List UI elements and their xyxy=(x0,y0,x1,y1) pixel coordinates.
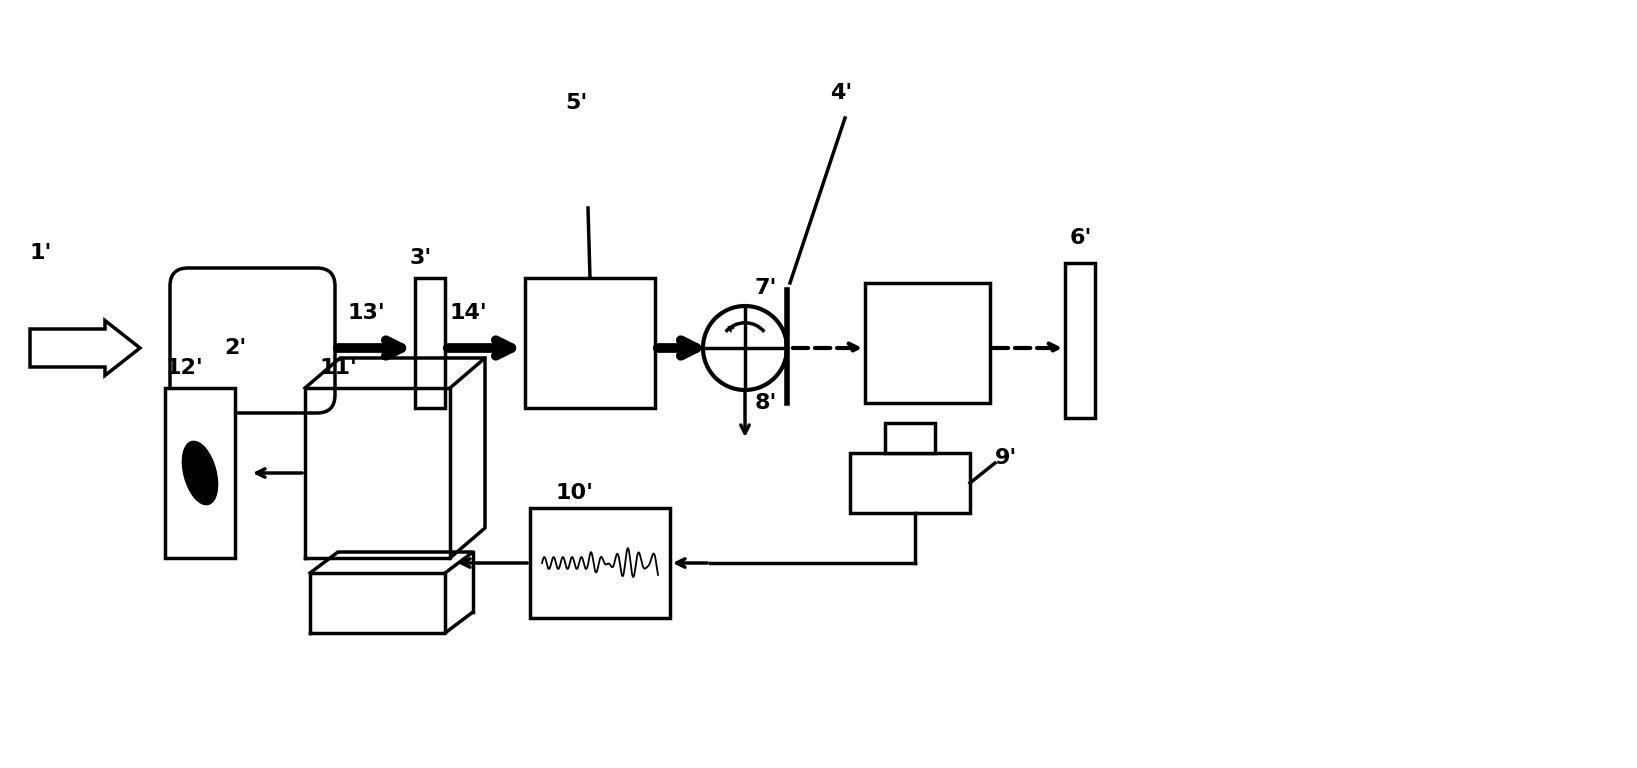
Bar xyxy=(864,283,990,403)
Text: 10': 10' xyxy=(555,483,593,503)
Bar xyxy=(530,508,670,618)
FancyArrow shape xyxy=(29,320,141,376)
Text: 11': 11' xyxy=(319,358,359,378)
Text: 4': 4' xyxy=(830,83,853,103)
Text: 12': 12' xyxy=(165,358,203,378)
Text: 7': 7' xyxy=(755,278,778,298)
Bar xyxy=(165,388,236,558)
Text: 6': 6' xyxy=(1071,228,1092,248)
Text: 14': 14' xyxy=(450,303,488,323)
Text: 2': 2' xyxy=(224,338,246,358)
Text: 9': 9' xyxy=(995,448,1017,468)
Text: 3': 3' xyxy=(409,248,432,268)
Text: 13': 13' xyxy=(349,303,386,323)
Bar xyxy=(416,278,445,408)
Text: 1': 1' xyxy=(29,243,52,263)
Bar xyxy=(1066,263,1095,418)
Text: 8': 8' xyxy=(755,393,778,413)
Bar xyxy=(850,453,971,513)
FancyBboxPatch shape xyxy=(170,268,336,413)
Ellipse shape xyxy=(182,442,218,505)
Bar xyxy=(525,278,655,408)
Text: 5': 5' xyxy=(565,93,588,113)
Bar xyxy=(886,423,935,453)
